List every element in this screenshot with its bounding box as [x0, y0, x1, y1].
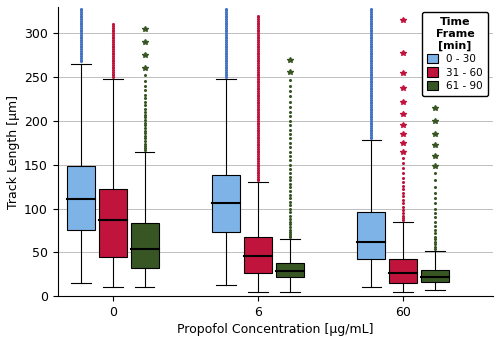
- Bar: [358, 212, 385, 259]
- Bar: [131, 223, 158, 268]
- Bar: [212, 175, 240, 232]
- Bar: [99, 189, 126, 257]
- Bar: [390, 259, 417, 283]
- Bar: [67, 166, 94, 230]
- Y-axis label: Track Length [µm]: Track Length [µm]: [7, 95, 20, 209]
- Bar: [276, 263, 303, 277]
- Bar: [244, 237, 272, 272]
- Bar: [421, 270, 449, 282]
- X-axis label: Propofol Concentration [µg/mL]: Propofol Concentration [µg/mL]: [177, 323, 374, 336]
- Legend: 0 - 30, 31 - 60, 61 - 90: 0 - 30, 31 - 60, 61 - 90: [422, 12, 488, 96]
